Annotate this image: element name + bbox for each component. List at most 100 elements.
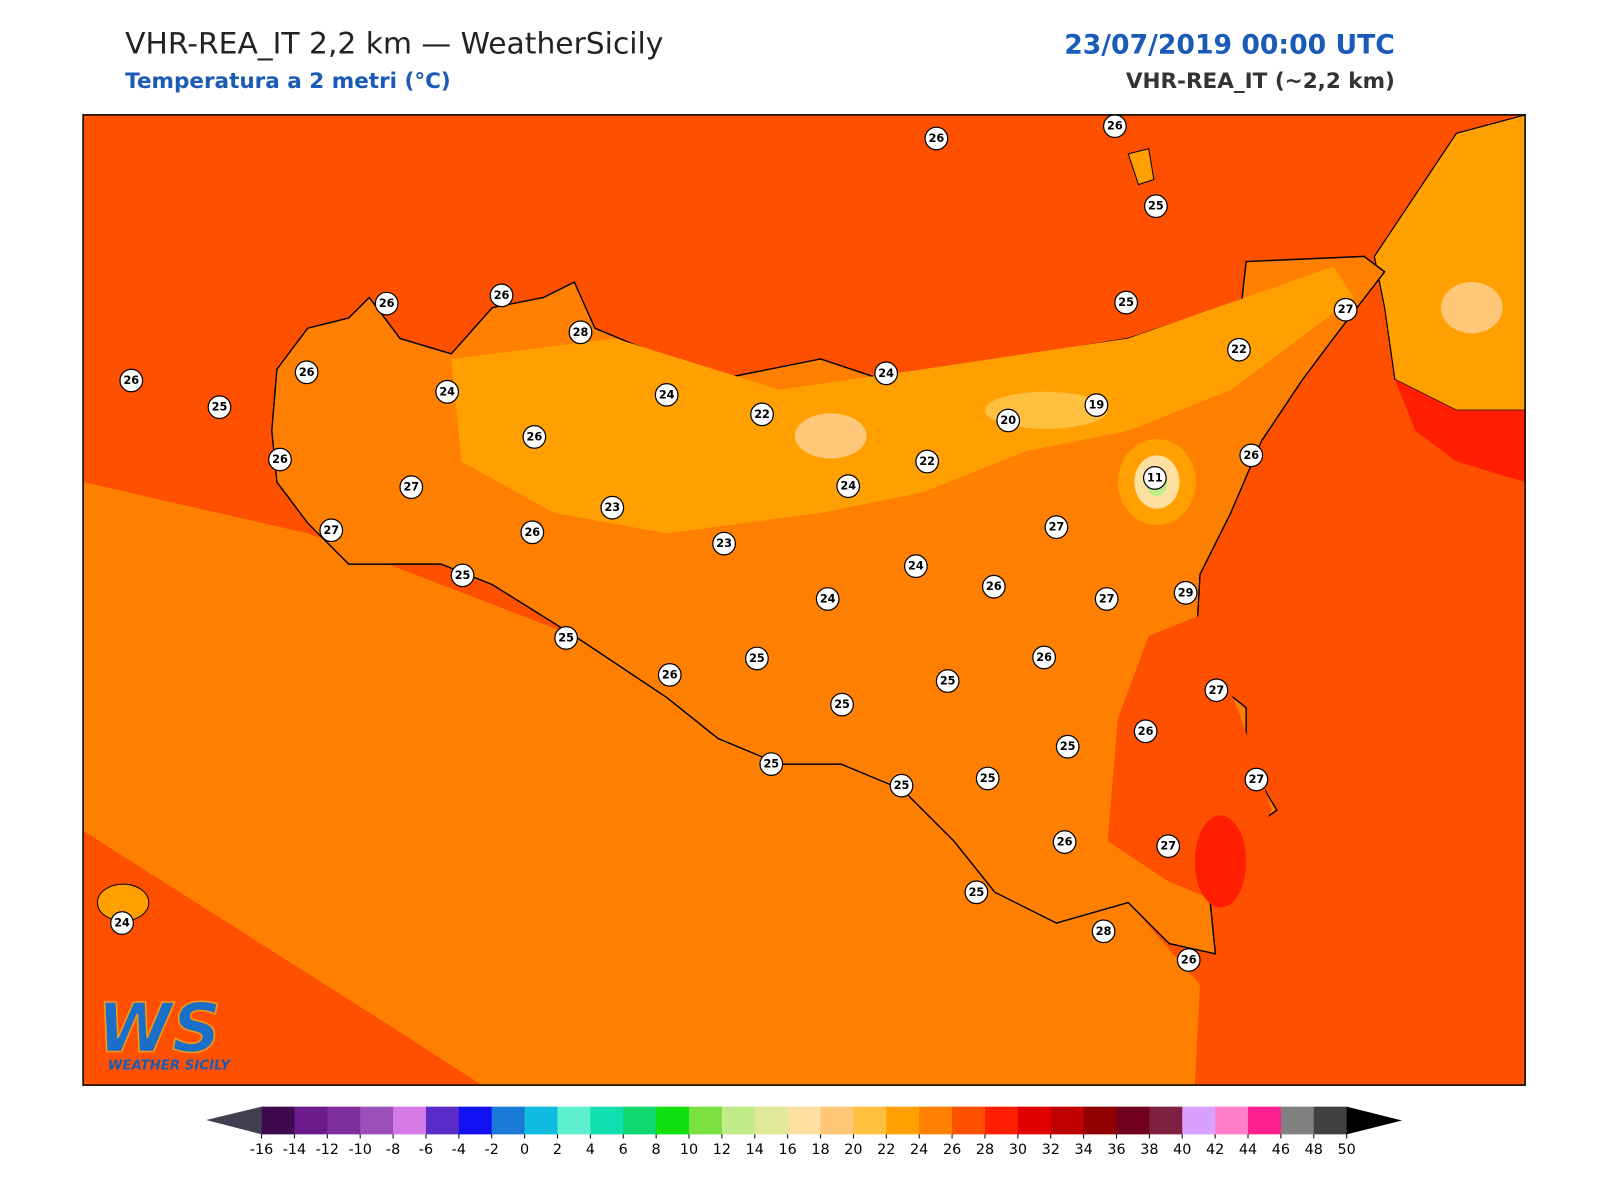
station-marker xyxy=(1173,580,1198,605)
station-marker xyxy=(964,880,989,905)
colorbar-label: -16 xyxy=(250,1142,273,1158)
station-marker xyxy=(924,126,949,151)
colorbar-swatch xyxy=(294,1106,328,1135)
colorbar-swatch xyxy=(787,1106,822,1135)
station-marker xyxy=(750,402,774,427)
station-value: 27 xyxy=(1049,521,1065,534)
station-value: 25 xyxy=(980,772,996,785)
station-value: 25 xyxy=(1148,200,1164,213)
station-value: 19 xyxy=(1089,399,1105,412)
station-value: 25 xyxy=(558,631,574,644)
colorbar-label: 34 xyxy=(1074,1142,1092,1158)
colorbar-swatch xyxy=(886,1106,920,1135)
station-value: 27 xyxy=(1160,840,1176,853)
colorbar-label: -12 xyxy=(316,1142,339,1158)
colorbar-label: -2 xyxy=(485,1142,499,1158)
station-value: 24 xyxy=(908,560,924,573)
map-frame xyxy=(82,114,1526,1086)
station-value: 27 xyxy=(1099,592,1115,605)
station-value: 26 xyxy=(494,289,510,302)
island xyxy=(1127,148,1155,186)
station-value: 20 xyxy=(1000,414,1016,427)
colorbar-label: 38 xyxy=(1140,1142,1158,1158)
station-marker xyxy=(374,291,399,316)
station-marker xyxy=(1094,587,1119,611)
station-marker xyxy=(935,669,960,693)
station-value: 27 xyxy=(1249,773,1265,786)
station-value: 27 xyxy=(323,524,339,537)
colorbar-label: -14 xyxy=(283,1142,306,1158)
station-marker xyxy=(435,379,460,404)
station-value: 23 xyxy=(716,537,732,550)
station-marker xyxy=(522,425,547,449)
colorbar-label: 22 xyxy=(877,1142,895,1158)
colorbar-extend xyxy=(1346,1106,1403,1135)
logo-mark: WS xyxy=(97,988,220,1067)
date: 23/07/2019 00:00 UTC xyxy=(1064,29,1395,60)
station-value: 26 xyxy=(1057,836,1073,849)
colorbar-swatch xyxy=(984,1106,1019,1135)
colorbar-label: 0 xyxy=(520,1142,529,1158)
station-marker xyxy=(1239,443,1264,468)
station-value: 25 xyxy=(834,698,850,711)
station-marker xyxy=(1055,734,1080,759)
station-marker xyxy=(915,449,940,474)
station-marker xyxy=(1102,114,1127,139)
colorbar-label: 40 xyxy=(1173,1142,1191,1158)
colorbar-label: 42 xyxy=(1206,1142,1224,1158)
station-marker xyxy=(1156,834,1181,859)
station-value: 26 xyxy=(272,453,288,466)
station-value: 25 xyxy=(969,886,985,899)
colorbar: -16 -14 -12 -10 -8 -6 -4 -2 0 2 4 6 8 10 12 14 16 18 20 22 2… xyxy=(206,1106,1403,1158)
station-value: 26 xyxy=(379,297,395,310)
colorbar-label: 20 xyxy=(844,1142,862,1158)
station-value: 26 xyxy=(929,132,945,145)
station-value: 27 xyxy=(403,481,419,494)
station-marker xyxy=(119,368,144,393)
colorbar-swatch xyxy=(393,1106,427,1135)
colorbar-label: -6 xyxy=(419,1142,433,1158)
station-value: 27 xyxy=(1338,303,1354,316)
station-marker xyxy=(759,752,784,776)
colorbar-swatch xyxy=(853,1106,887,1135)
colorbar-swatch xyxy=(1215,1106,1249,1135)
station-marker xyxy=(836,474,861,499)
colorbar-swatch xyxy=(425,1106,460,1135)
colorbar-swatch xyxy=(623,1106,657,1135)
colorbar-swatch xyxy=(1182,1106,1216,1135)
colorbar-swatch xyxy=(721,1106,756,1135)
colorbar-swatch xyxy=(754,1106,789,1135)
station-value: 25 xyxy=(455,569,471,582)
station-value: 26 xyxy=(986,580,1002,593)
station-marker xyxy=(1133,719,1158,744)
station-value: 22 xyxy=(1231,343,1247,356)
station-value: 24 xyxy=(114,917,130,930)
station-marker xyxy=(319,518,344,543)
colorbar-swatch xyxy=(1116,1106,1150,1135)
station-value: 26 xyxy=(1243,449,1259,462)
colorbar-label: 44 xyxy=(1239,1142,1257,1158)
colorbar-swatch xyxy=(1313,1106,1348,1135)
colorbar-swatch xyxy=(1017,1106,1052,1135)
station-marker xyxy=(874,361,899,386)
colorbar-swatch xyxy=(689,1106,723,1135)
station-value: 11 xyxy=(1147,471,1163,484)
colorbar-swatch xyxy=(820,1106,854,1135)
colorbar-label: 16 xyxy=(779,1142,797,1158)
station-marker xyxy=(110,911,134,935)
station-value: 25 xyxy=(763,758,779,771)
model: VHR-REA_IT (~2,2 km) xyxy=(1126,69,1395,94)
colorbar-swatch xyxy=(491,1106,526,1135)
station-marker xyxy=(981,574,1006,599)
station-value: 29 xyxy=(1178,586,1194,599)
station-marker xyxy=(268,447,292,472)
station-marker xyxy=(1204,678,1229,703)
colorbar-swatch xyxy=(524,1106,558,1135)
colorbar-label: 6 xyxy=(619,1142,628,1158)
station-value: 28 xyxy=(573,326,589,339)
station-marker xyxy=(520,520,545,545)
colorbar-label: 30 xyxy=(1009,1142,1027,1158)
station-marker xyxy=(996,408,1021,433)
station-marker xyxy=(975,766,1000,791)
blob xyxy=(1441,282,1503,334)
